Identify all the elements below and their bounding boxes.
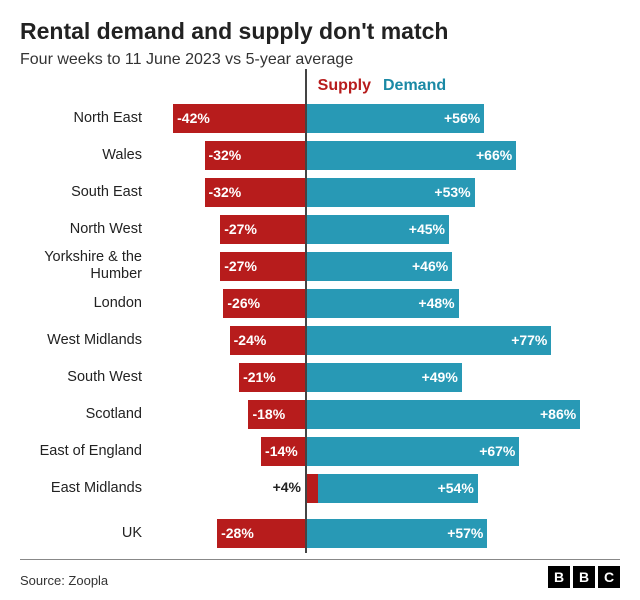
supply-bar: -32% (205, 141, 305, 170)
demand-bar: +49% (305, 363, 462, 392)
supply-bar: -27% (220, 252, 305, 281)
supply-area: -32% (148, 141, 305, 170)
supply-area: -26% (148, 289, 305, 318)
bar-group: -27%+46% (148, 252, 620, 281)
chart-row: Scotland-18%+86% (20, 397, 620, 431)
bar-group: -24%+77% (148, 326, 620, 355)
supply-area: -32% (148, 178, 305, 207)
demand-area: +86% (305, 400, 620, 429)
bar-group: -32%+66% (148, 141, 620, 170)
legend-demand: Demand (383, 77, 453, 95)
chart-row: North East-42%+56% (20, 101, 620, 135)
demand-area: +48% (305, 289, 620, 318)
supply-bar: -27% (220, 215, 305, 244)
bar-group: -27%+45% (148, 215, 620, 244)
demand-area: +49% (305, 363, 620, 392)
region-label: London (20, 295, 148, 312)
region-label: East Midlands (20, 480, 148, 497)
supply-area: -27% (148, 215, 305, 244)
chart-row: London-26%+48% (20, 286, 620, 320)
bar-group: -21%+49% (148, 363, 620, 392)
supply-bar: -14% (261, 437, 305, 466)
logo-box: C (598, 566, 620, 588)
supply-bar: -42% (173, 104, 305, 133)
supply-bar: -28% (217, 519, 305, 548)
demand-area: +66% (305, 141, 620, 170)
bar-group: -26%+48% (148, 289, 620, 318)
demand-bar: +53% (305, 178, 475, 207)
region-label: East of England (20, 443, 148, 460)
logo-box: B (573, 566, 595, 588)
demand-bar: +48% (305, 289, 459, 318)
chart-row: South West-21%+49% (20, 360, 620, 394)
region-label: West Midlands (20, 332, 148, 349)
region-label: North East (20, 110, 148, 127)
demand-bar: +86% (305, 400, 580, 429)
supply-area: -14% (148, 437, 305, 466)
footer: Source: Zoopla B B C (20, 559, 620, 588)
supply-bar: -32% (205, 178, 305, 207)
region-label: Wales (20, 147, 148, 164)
chart-row: UK-28%+57% (20, 516, 620, 550)
region-label: Yorkshire & the Humber (20, 249, 148, 282)
chart-row: South East-32%+53% (20, 175, 620, 209)
supply-bar: -21% (239, 363, 305, 392)
chart-subtitle: Four weeks to 11 June 2023 vs 5-year ave… (20, 51, 620, 69)
demand-bar: +56% (305, 104, 484, 133)
demand-area: +53% (305, 178, 620, 207)
chart-row: North West-27%+45% (20, 212, 620, 246)
bar-group: -32%+53% (148, 178, 620, 207)
demand-bar: +66% (305, 141, 516, 170)
demand-bar: +45% (305, 215, 449, 244)
bar-group: +4%+54% (148, 474, 620, 503)
demand-area: +77% (305, 326, 620, 355)
demand-bar: +57% (305, 519, 487, 548)
chart-area: North East-42%+56%Wales-32%+66%South Eas… (20, 101, 620, 553)
supply-bar (305, 474, 318, 503)
chart-row: West Midlands-24%+77% (20, 323, 620, 357)
supply-area: -28% (148, 519, 305, 548)
demand-area: +56% (305, 104, 620, 133)
supply-area: -18% (148, 400, 305, 429)
legend: Supply Demand (20, 77, 620, 95)
bar-group: -14%+67% (148, 437, 620, 466)
region-label: Scotland (20, 406, 148, 423)
source-label: Source: Zoopla (20, 573, 108, 588)
bar-group: -42%+56% (148, 104, 620, 133)
demand-area: +46% (305, 252, 620, 281)
chart-row: Yorkshire & the Humber-27%+46% (20, 249, 620, 283)
supply-bar: -26% (223, 289, 305, 318)
supply-area: +4% (148, 474, 305, 503)
chart-row: East of England-14%+67% (20, 434, 620, 468)
supply-area: -24% (148, 326, 305, 355)
supply-area: -42% (148, 104, 305, 133)
supply-value: +4% (273, 479, 301, 495)
region-label: North West (20, 221, 148, 238)
legend-supply: Supply (315, 77, 371, 95)
demand-bar: +77% (305, 326, 551, 355)
chart-row: Wales-32%+66% (20, 138, 620, 172)
bar-group: -18%+86% (148, 400, 620, 429)
demand-bar: +46% (305, 252, 452, 281)
supply-bar: -24% (230, 326, 305, 355)
chart-title: Rental demand and supply don't match (20, 18, 620, 45)
bbc-logo: B B C (548, 566, 620, 588)
chart-row: East Midlands+4%+54% (20, 471, 620, 505)
supply-bar: -18% (248, 400, 305, 429)
demand-bar: +67% (305, 437, 519, 466)
demand-bar: +54% (305, 474, 478, 503)
demand-area: +45% (305, 215, 620, 244)
bar-group: -28%+57% (148, 519, 620, 548)
logo-box: B (548, 566, 570, 588)
demand-area: +54% (305, 474, 620, 503)
demand-area: +57% (305, 519, 620, 548)
demand-area: +67% (305, 437, 620, 466)
supply-area: -27% (148, 252, 305, 281)
region-label: South East (20, 184, 148, 201)
supply-area: -21% (148, 363, 305, 392)
region-label: South West (20, 369, 148, 386)
region-label: UK (20, 525, 148, 542)
